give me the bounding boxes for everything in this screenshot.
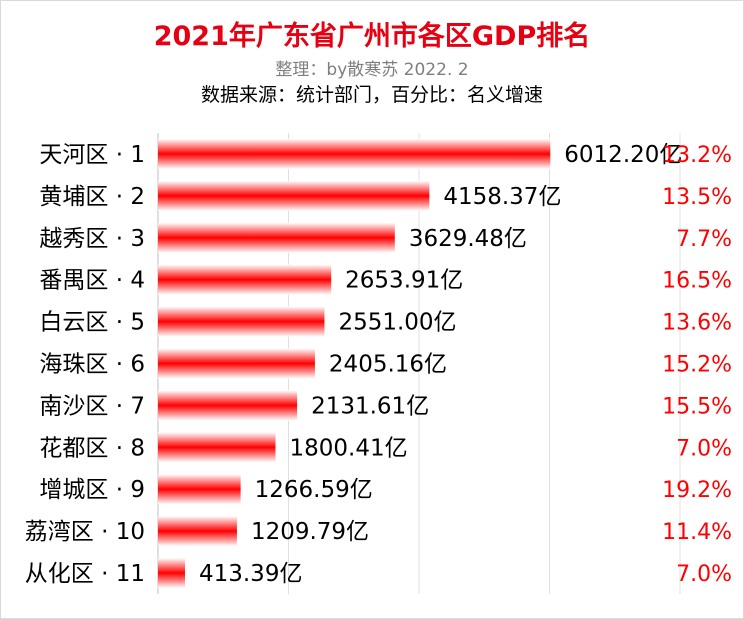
- value-label: 1266.59亿: [255, 477, 373, 503]
- bar: [158, 348, 315, 379]
- value-label: 2551.00亿: [338, 310, 456, 336]
- value-label: 2653.91亿: [345, 268, 463, 294]
- bars: [158, 138, 551, 589]
- growth-label: 13.6%: [662, 311, 732, 336]
- bar: [158, 180, 430, 211]
- category-label: 从化区 · 11: [25, 561, 145, 587]
- bar: [158, 557, 185, 589]
- bar: [158, 138, 551, 170]
- growth-label: 19.2%: [662, 478, 732, 503]
- bar: [158, 432, 276, 463]
- value-label: 1800.41亿: [289, 435, 407, 461]
- category-label: 黄埔区 · 2: [39, 184, 145, 210]
- bar: [158, 516, 237, 547]
- value-label: 6012.20亿: [564, 142, 682, 168]
- category-label: 天河区 · 1: [39, 142, 145, 168]
- growth-label: 15.2%: [662, 353, 732, 378]
- value-label: 2131.61亿: [311, 393, 429, 419]
- bar: [158, 306, 325, 337]
- chart-subtitle: 整理：by散寒苏 2022. 2: [275, 60, 469, 80]
- chart-title: 2021年广东省广州市各区GDP排名: [153, 21, 591, 52]
- growth-label: 7.7%: [676, 227, 732, 252]
- growth-label: 7.0%: [676, 562, 732, 587]
- category-label: 番禺区 · 4: [39, 268, 145, 294]
- growth-label: 11.4%: [662, 520, 732, 545]
- bar: [158, 390, 298, 421]
- category-label: 海珠区 · 6: [39, 352, 145, 378]
- bar: [158, 264, 332, 295]
- data-source-note: 数据来源：统计部门，百分比：名义增速: [200, 84, 543, 106]
- category-label: 南沙区 · 7: [39, 393, 145, 419]
- growth-label: 7.0%: [676, 436, 732, 461]
- growth-label: 13.5%: [662, 185, 732, 210]
- value-label: 4158.37亿: [443, 184, 561, 210]
- bar: [158, 222, 395, 253]
- growth-label: 16.5%: [662, 269, 732, 294]
- value-label: 3629.48亿: [409, 226, 527, 252]
- bar: [158, 474, 241, 505]
- growth-label: 15.5%: [662, 394, 732, 419]
- value-label: 1209.79亿: [251, 519, 369, 545]
- value-label: 413.39亿: [199, 561, 302, 587]
- category-label: 荔湾区 · 10: [25, 519, 145, 545]
- category-label: 白云区 · 5: [39, 310, 145, 336]
- value-label: 2405.16亿: [329, 352, 447, 378]
- category-label: 越秀区 · 3: [39, 226, 145, 252]
- category-label: 增城区 · 9: [39, 477, 145, 503]
- category-label: 花都区 · 8: [39, 435, 145, 461]
- growth-label: 13.2%: [662, 143, 732, 168]
